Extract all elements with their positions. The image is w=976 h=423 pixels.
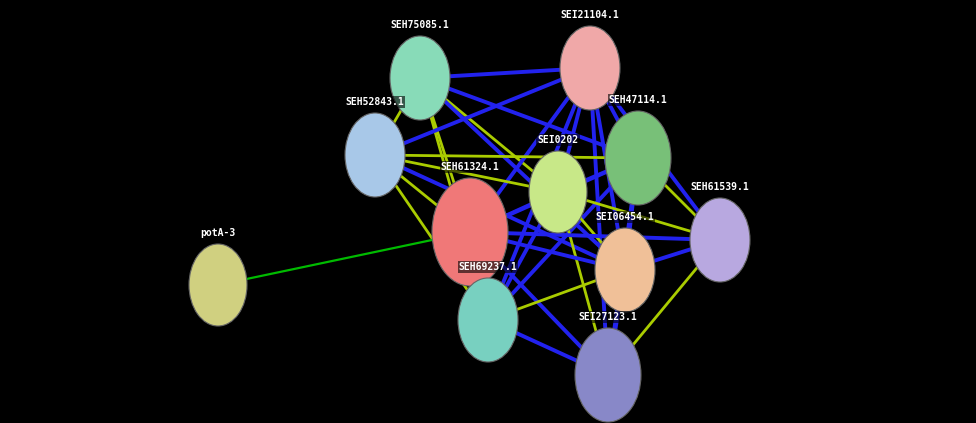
Text: SEI27123.1: SEI27123.1 (579, 312, 637, 322)
Text: SEH47114.1: SEH47114.1 (609, 95, 668, 105)
Text: SEI06454.1: SEI06454.1 (595, 212, 654, 222)
Ellipse shape (345, 113, 405, 197)
Text: SEI21104.1: SEI21104.1 (560, 10, 620, 20)
Ellipse shape (189, 244, 247, 326)
Ellipse shape (560, 26, 620, 110)
Text: SEH61324.1: SEH61324.1 (440, 162, 500, 172)
Ellipse shape (575, 328, 641, 422)
Ellipse shape (458, 278, 518, 362)
Ellipse shape (390, 36, 450, 120)
Ellipse shape (529, 151, 587, 233)
Ellipse shape (432, 178, 508, 286)
Text: potA-3: potA-3 (200, 228, 235, 238)
Ellipse shape (690, 198, 750, 282)
Text: SEH69237.1: SEH69237.1 (459, 262, 517, 272)
Text: SEH75085.1: SEH75085.1 (390, 20, 449, 30)
Text: SEI0202: SEI0202 (538, 135, 579, 145)
Text: SEH61539.1: SEH61539.1 (691, 182, 750, 192)
Ellipse shape (605, 111, 671, 205)
Text: SEH52843.1: SEH52843.1 (346, 97, 404, 107)
Ellipse shape (595, 228, 655, 312)
